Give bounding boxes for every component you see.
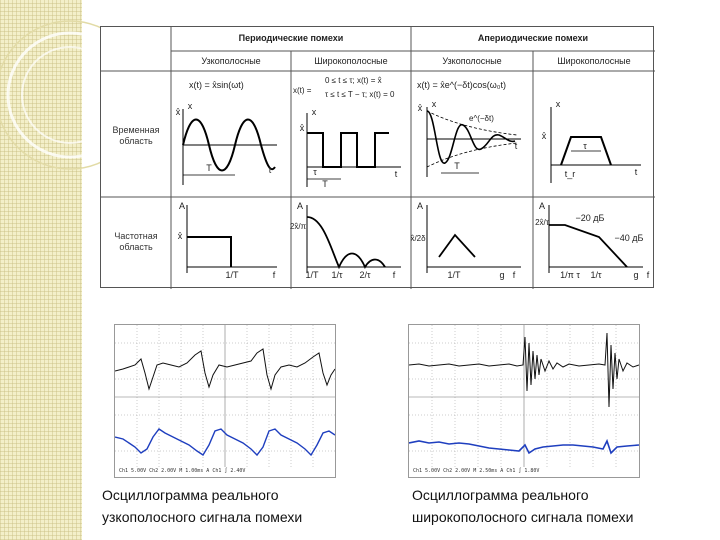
formula-wide-periodic-b: τ ≤ t ≤ T − τ; x(t) = 0: [325, 90, 395, 99]
row-label-frequency-domain: Частотная область: [114, 231, 158, 252]
label-1-over-tau: 1/τ: [331, 270, 343, 280]
label-A-1: A: [178, 201, 185, 211]
label-x-hat-f1: x̂: [177, 231, 183, 241]
label-tau-2: τ: [313, 167, 317, 177]
label-tr-4: t_r: [564, 169, 576, 179]
subheader-wide-aperiodic: Широкополосные: [557, 56, 631, 66]
sine-wave: [182, 118, 276, 172]
label-x-hat-2: x̂: [299, 123, 305, 133]
label-A-2: A: [296, 201, 303, 211]
single-spectral-line: [187, 236, 232, 267]
subheader-wide-periodic: Широкополосные: [314, 56, 388, 66]
label-x-hat-3: x̂: [417, 103, 423, 113]
oscillogram-narrowband: Ch1 5.00V Ch2 2.00V M 1.00ms A Ch1 ∫ 2.4…: [114, 324, 336, 478]
label-g-4: g: [633, 270, 639, 280]
label-x-4: x: [555, 99, 561, 109]
trace-blue-wide: [409, 438, 639, 455]
formula-wide-periodic-lhs: x(t) =: [293, 86, 312, 95]
caption-wideband-line1: Осциллограмма реального: [412, 487, 589, 503]
label-t-4: t: [634, 167, 638, 177]
header-periodic: Периодические помехи: [238, 33, 344, 43]
spectral-asymptotes: [549, 224, 628, 268]
oscillogram-wideband-footer: Ch1 5.00V Ch2 2.00V M 2.50ms A Ch1 ∫ 1.8…: [413, 468, 540, 474]
label-1-over-T-1: 1/T: [225, 270, 239, 280]
label-minus40db: −40 дБ: [614, 233, 644, 243]
plot-wide-periodic-freq: [306, 205, 401, 273]
label-x-3: x: [431, 99, 437, 109]
label-A-4: A: [538, 201, 545, 211]
label-2xhat-over-pi: 2x̂/π: [289, 222, 307, 231]
plot-narrow-periodic-freq: [186, 205, 277, 273]
label-g-3: g: [499, 270, 505, 280]
label-t-3: t: [514, 141, 518, 151]
label-decay: e^(−δt): [469, 114, 494, 123]
plot-wide-periodic-time: [306, 113, 401, 187]
trace-black-narrow: [115, 348, 335, 391]
header-aperiodic: Апериодические помехи: [477, 33, 589, 43]
label-1-over-pi-tau: 1/π τ: [560, 270, 580, 280]
resonance-peak: [438, 233, 476, 258]
formula-wide-periodic-a: 0 ≤ t ≤ τ; x(t) = x̂: [325, 76, 382, 85]
oscillogram-wideband: Ch1 5.00V Ch2 2.00V M 2.50ms A Ch1 ∫ 1.8…: [408, 324, 640, 478]
label-1-over-T-2: 1/T: [305, 270, 319, 280]
plot-wide-aperiodic-time: [550, 107, 641, 183]
oscillogram-narrowband-plot: [115, 325, 335, 467]
plot-wide-aperiodic-freq: [548, 205, 643, 273]
caption-narrowband: Осциллограмма реального узкополосного си…: [102, 484, 392, 528]
trace-blue-narrow: [115, 428, 335, 457]
label-x-hat-4: x̂: [541, 131, 547, 141]
sinc-envelope: [306, 216, 386, 270]
formula-narrow-aperiodic: x(t) = x̂e^(−δt)cos(ω₀t): [417, 80, 507, 90]
label-T-1: T: [206, 163, 212, 173]
label-minus20db: −20 дБ: [575, 213, 605, 223]
trace-black-wide: [409, 332, 639, 408]
formula-narrow-periodic: x(t) = x̂sin(ωt): [189, 80, 244, 90]
label-f-2: f: [392, 270, 396, 280]
label-xhat-over-2delta: x̂/2δ: [410, 234, 426, 243]
caption-narrowband-line1: Осциллограмма реального: [102, 487, 279, 503]
label-x-hat-1: x̂: [175, 107, 181, 117]
plot-narrow-periodic-time: [182, 109, 277, 185]
plot-narrow-aperiodic-freq: [426, 205, 521, 273]
decorative-side-pattern: [0, 0, 82, 540]
label-1-over-T-3: 1/T: [447, 270, 461, 280]
label-t-2: t: [394, 169, 398, 179]
label-x-2: x: [311, 107, 317, 117]
label-f-1: f: [272, 270, 276, 280]
label-2xhat-over-tau: 2x̂/τ: [535, 218, 549, 227]
caption-wideband: Осциллограмма реального широкополосного …: [412, 484, 712, 528]
label-1-over-tr: 1/τ: [590, 270, 602, 280]
pulse-train: [307, 132, 389, 168]
trapezoid-pulse: [560, 136, 612, 166]
label-t-1: t: [268, 165, 272, 175]
label-f-3: f: [512, 270, 516, 280]
label-A-3: A: [416, 201, 423, 211]
interference-classification-table: Периодические помехи Апериодические поме…: [100, 26, 655, 289]
caption-wideband-line2: широкополосного сигнала помехи: [412, 509, 634, 525]
oscillogram-narrowband-footer: Ch1 5.00V Ch2 2.00V M 1.00ms A Ch1 ∫ 2.4…: [119, 468, 246, 474]
label-x-1: x: [187, 101, 193, 111]
decay-envelope-lower: [426, 142, 518, 168]
label-2-over-tau: 2/τ: [359, 270, 371, 280]
label-T-3: T: [454, 161, 460, 171]
plot-narrow-aperiodic-time: [426, 107, 521, 177]
row-label-time-domain: Временная область: [112, 125, 160, 146]
label-tau-4: τ: [583, 141, 587, 151]
subheader-narrow-periodic: Узкополосные: [201, 56, 261, 66]
label-f-4: f: [646, 270, 650, 280]
caption-narrowband-line2: узкополосного сигнала помехи: [102, 509, 303, 525]
subheader-narrow-aperiodic: Узкополосные: [442, 56, 502, 66]
table-grid-and-plots: [101, 27, 655, 289]
oscillogram-wideband-plot: [409, 325, 639, 467]
label-T-2: T: [322, 179, 328, 189]
